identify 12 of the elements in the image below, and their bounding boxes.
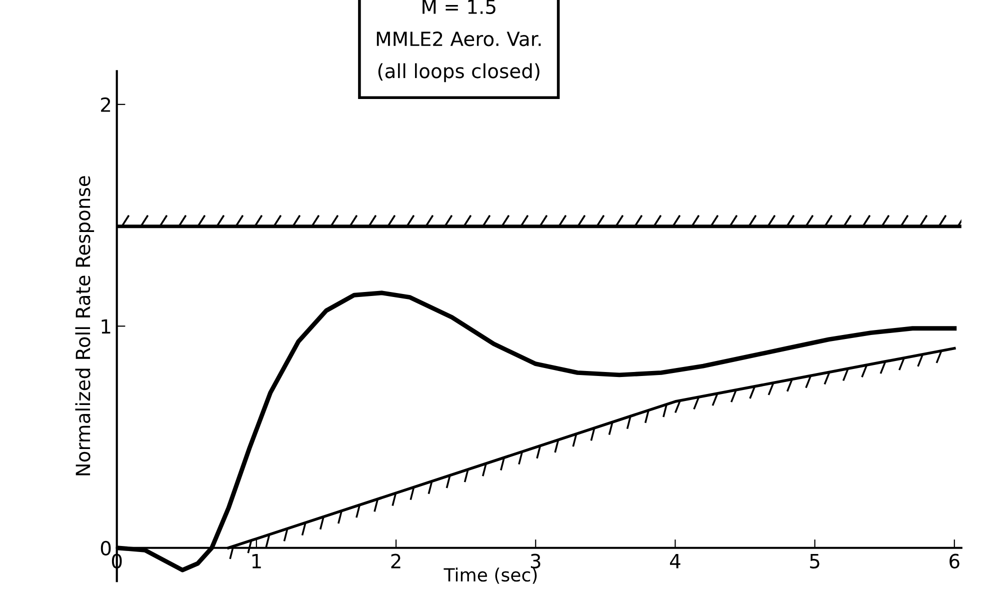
x-tick-label: 4 bbox=[670, 554, 680, 568]
x-tick-label: 2 bbox=[391, 554, 400, 568]
annotation: M = 1.5 MMLE2 Aero. Var. (all loops closed) bbox=[376, 0, 541, 82]
x-tick-label: 5 bbox=[810, 554, 820, 568]
y-axis-title: Normalized Roll Rate Response bbox=[75, 176, 94, 476]
y-tick-label: 2 bbox=[101, 97, 110, 112]
y-tick-label: 1 bbox=[102, 319, 110, 334]
x-tick-label: 3 bbox=[530, 554, 540, 568]
x-tick-label: 6 bbox=[950, 554, 960, 568]
x-tick-label: 1 bbox=[252, 554, 261, 568]
y-tick-label: 0 bbox=[100, 540, 111, 556]
x-axis-title: Time (sec) bbox=[444, 568, 537, 584]
